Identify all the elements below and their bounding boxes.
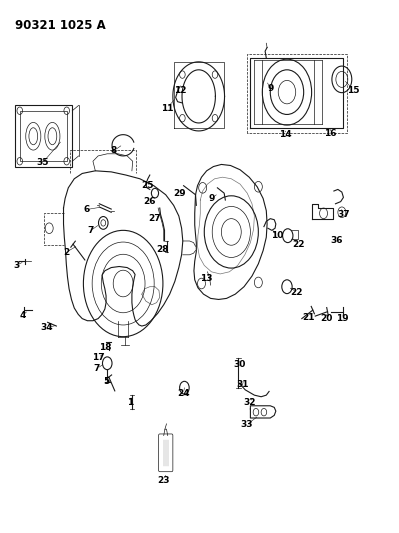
- Text: 32: 32: [243, 398, 255, 407]
- Text: 25: 25: [141, 181, 153, 190]
- Text: 13: 13: [200, 273, 213, 282]
- Text: 35: 35: [36, 158, 49, 167]
- Text: 8: 8: [111, 146, 117, 155]
- Text: 29: 29: [173, 189, 186, 198]
- Text: 14: 14: [279, 130, 291, 139]
- Text: 7: 7: [94, 364, 100, 373]
- Text: 36: 36: [330, 237, 343, 246]
- Text: 27: 27: [149, 214, 161, 223]
- Text: 5: 5: [103, 377, 109, 386]
- Text: 15: 15: [348, 85, 360, 94]
- Text: 11: 11: [161, 103, 173, 112]
- Text: 19: 19: [336, 314, 349, 323]
- Text: 33: 33: [240, 421, 253, 430]
- Text: 31: 31: [236, 380, 249, 389]
- Text: 23: 23: [158, 476, 170, 484]
- Text: 6: 6: [83, 205, 89, 214]
- Text: 28: 28: [157, 245, 169, 254]
- Text: 4: 4: [20, 311, 26, 320]
- Text: 16: 16: [324, 129, 337, 138]
- Text: 18: 18: [99, 343, 111, 352]
- Text: 10: 10: [271, 231, 283, 240]
- Text: 9: 9: [267, 84, 273, 93]
- Text: 3: 3: [14, 261, 20, 270]
- Text: 20: 20: [320, 314, 332, 323]
- Text: 12: 12: [174, 85, 187, 94]
- Text: 22: 22: [292, 240, 304, 249]
- Text: 30: 30: [233, 360, 245, 369]
- Text: 17: 17: [92, 353, 105, 362]
- Text: 1: 1: [127, 398, 133, 407]
- Text: 22: 22: [290, 287, 303, 296]
- Text: 2: 2: [63, 248, 69, 257]
- Text: 34: 34: [40, 323, 53, 332]
- Text: 24: 24: [177, 389, 190, 398]
- Text: 37: 37: [337, 210, 350, 219]
- Text: 90321 1025 A: 90321 1025 A: [15, 19, 105, 33]
- Text: 9: 9: [208, 194, 215, 203]
- Text: 26: 26: [143, 197, 155, 206]
- Text: 21: 21: [302, 312, 315, 321]
- Text: 7: 7: [87, 227, 93, 236]
